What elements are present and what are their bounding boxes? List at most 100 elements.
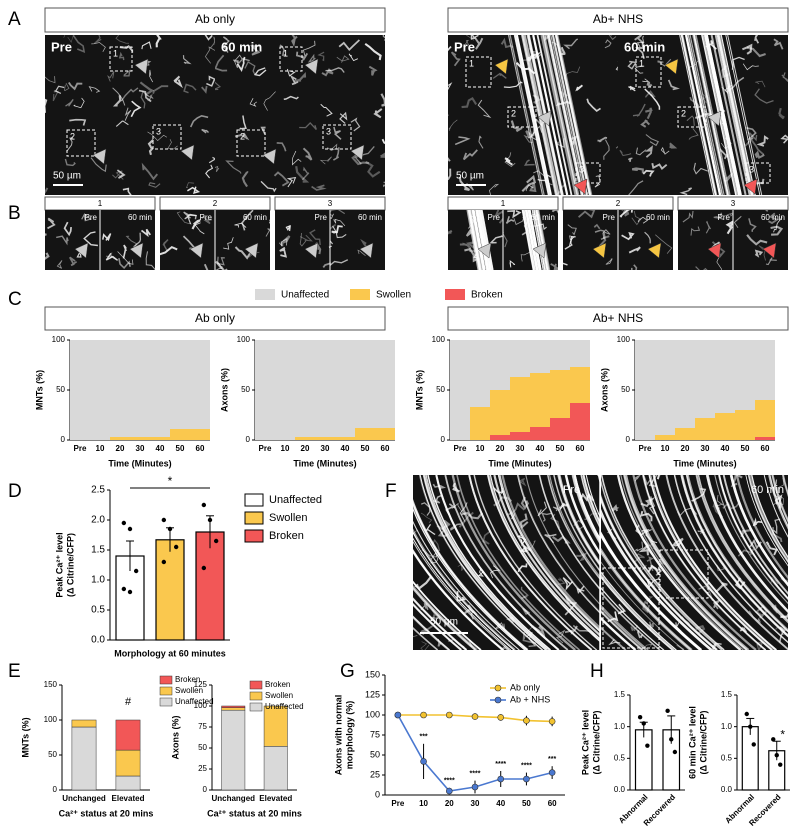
nerve-fiber	[727, 35, 763, 195]
y-tick-label: 75	[370, 729, 380, 739]
fiber	[752, 517, 763, 527]
nerve-fiber	[525, 475, 600, 606]
bar-segment	[735, 340, 755, 410]
y-axis-label: MNTs (%)	[34, 370, 44, 410]
fiber	[116, 169, 126, 179]
nerve-fiber	[772, 475, 788, 522]
y-axis-label: Peak Ca²⁺ level	[54, 532, 64, 597]
group-title: Ab only	[195, 311, 235, 325]
annotation: *	[780, 727, 785, 741]
fiber	[462, 149, 478, 161]
y-axis-label: (Δ Citrine/CFP)	[698, 711, 708, 775]
fiber	[425, 523, 436, 536]
fiber	[715, 494, 724, 507]
fiber	[64, 158, 76, 167]
nerve-fiber	[413, 498, 529, 650]
fiber	[326, 143, 338, 152]
nerve-fiber	[525, 210, 539, 270]
nerve-fiber	[472, 210, 486, 270]
legend-label: Broken	[471, 290, 503, 301]
y-tick-label: 1.5	[614, 690, 626, 699]
nerve-fiber	[514, 35, 550, 195]
fiber	[90, 157, 107, 173]
scale-bar-label: 50 µm	[456, 171, 484, 182]
nerve-fiber	[601, 494, 718, 650]
x-axis-label: Time (Minutes)	[293, 458, 356, 468]
nerve-fiber	[574, 475, 600, 541]
nerve-fiber	[749, 475, 788, 561]
fiber	[299, 234, 313, 242]
bar-segment	[150, 340, 170, 437]
bar-segment	[130, 437, 150, 440]
bar-segment	[510, 340, 530, 377]
fiber	[66, 137, 74, 152]
data-point	[445, 787, 453, 795]
x-tick-label: 40	[536, 444, 545, 453]
arrowhead	[244, 242, 259, 259]
arrowhead	[592, 242, 607, 259]
inset-frame-label: Pre	[718, 213, 731, 222]
fiber	[152, 85, 169, 94]
panel-label: G	[340, 661, 355, 682]
y-axis-label: Axons with normal	[333, 695, 343, 776]
x-axis-label: Time (Minutes)	[108, 458, 171, 468]
fiber	[380, 93, 385, 107]
nerve-fiber	[601, 531, 703, 650]
nerve-fiber	[533, 210, 547, 270]
y-tick-label: 100	[194, 701, 208, 710]
data-point	[201, 565, 207, 571]
nerve-fiber	[642, 475, 767, 650]
fiber	[448, 114, 450, 116]
dashed-box	[635, 56, 662, 88]
fiber	[279, 44, 287, 56]
nerve-fiber	[575, 475, 600, 539]
legend-label: Unaffected	[281, 290, 329, 301]
nerve-fiber	[572, 475, 600, 545]
fiber	[733, 215, 742, 228]
nerve-fiber	[435, 475, 560, 650]
data-point	[748, 724, 753, 729]
dashed-box	[659, 549, 709, 599]
fiber	[253, 67, 267, 77]
x-tick-label: Pre	[391, 799, 404, 808]
nerve-fiber	[470, 210, 484, 270]
data-point	[645, 743, 650, 748]
arrowhead	[532, 242, 547, 259]
fiber	[603, 139, 610, 160]
fiber	[124, 107, 132, 121]
micrograph	[601, 475, 788, 650]
fiber	[621, 232, 635, 241]
fiber	[520, 586, 529, 599]
fiber	[459, 242, 472, 250]
arrowhead	[537, 110, 552, 127]
nerve-fiber	[456, 475, 581, 650]
data-point	[471, 713, 479, 720]
bar	[195, 531, 225, 641]
fiber	[331, 225, 343, 234]
fiber	[140, 228, 151, 238]
x-axis-label: Time (Minutes)	[673, 458, 736, 468]
fiber	[510, 120, 523, 133]
nerve-fiber	[693, 35, 729, 195]
bar-segment	[190, 429, 210, 440]
y-axis-label: Peak Ca²⁺ level	[580, 710, 590, 775]
fiber	[695, 266, 708, 270]
fiber	[777, 477, 785, 495]
box-number: 3	[326, 126, 331, 136]
x-axis-label: Morphology at 60 minutes	[114, 648, 226, 658]
annotation: ***	[548, 756, 556, 763]
fiber	[330, 223, 337, 230]
nerve-fiber	[466, 210, 480, 270]
fiber	[477, 99, 492, 119]
y-tick-label: 0	[203, 785, 208, 794]
legend-label: Broken	[265, 680, 290, 689]
bar-segment	[221, 709, 246, 791]
inset-frame-label: 60 min	[646, 213, 670, 222]
fiber	[141, 162, 159, 181]
nerve-fiber	[763, 475, 788, 538]
x-tick-label: 20	[496, 444, 505, 453]
nerve-fiber	[531, 210, 544, 270]
fiber	[635, 41, 645, 59]
annotation: ****	[495, 761, 506, 768]
nerve-fiber	[522, 35, 558, 195]
